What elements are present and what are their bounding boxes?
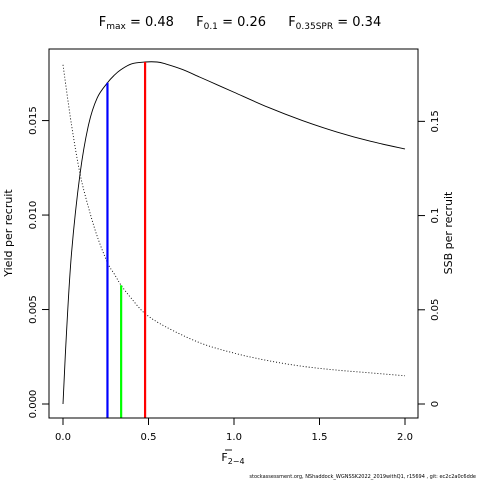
y-left-tick-label: 0.015 bbox=[28, 106, 39, 135]
x-tick-label: 2.0 bbox=[397, 432, 413, 443]
x-tick-label: 0.5 bbox=[141, 432, 157, 443]
y-left-tick-label: 0.010 bbox=[28, 201, 39, 230]
y-axis-left-label: Yield per recruit bbox=[2, 189, 15, 278]
x-axis-label-sub: 2−4 bbox=[228, 457, 245, 466]
yield-per-recruit-line bbox=[62, 61, 406, 405]
x-axis-label: F2−4 bbox=[221, 449, 245, 466]
chart-title: Fmax = 0.48 F0.1 = 0.26 F0.35SPR = 0.34 bbox=[0, 15, 480, 32]
x-tick-label: 0.0 bbox=[55, 432, 71, 443]
y-right-tick-label: 0.15 bbox=[430, 110, 441, 132]
series-layer bbox=[62, 61, 406, 405]
x-axis-label-main: F bbox=[221, 451, 227, 464]
y-axis-left: 0.000 0.005 0.010 0.015 bbox=[28, 106, 49, 418]
y-left-tick-label: 0.000 bbox=[28, 390, 39, 419]
svg-text:F2−4: F2−4 bbox=[221, 451, 244, 466]
y-axis-right: 0 0.05 0.1 0.15 bbox=[418, 110, 441, 407]
y-right-tick-label: 0 bbox=[430, 401, 441, 407]
x-tick-label: 1.0 bbox=[226, 432, 242, 443]
title-fmax: Fmax = 0.48 bbox=[98, 15, 174, 32]
title-f01: F0.1 = 0.26 bbox=[196, 15, 267, 32]
y-right-tick-label: 0.05 bbox=[430, 299, 441, 321]
x-tick-label: 1.5 bbox=[312, 432, 328, 443]
title-fspr: F0.35SPR = 0.34 bbox=[288, 15, 382, 32]
x-axis: 0.0 0.5 1.0 1.5 2.0 bbox=[55, 418, 413, 443]
plot-frame bbox=[48, 48, 419, 419]
y-right-tick-label: 0.1 bbox=[430, 208, 441, 224]
ssb-per-recruit-line bbox=[62, 64, 406, 377]
y-left-tick-label: 0.005 bbox=[28, 295, 39, 324]
footer-credit: stockassessment.org, NShaddock_WGNSSK202… bbox=[249, 474, 476, 480]
reference-lines bbox=[106, 62, 147, 418]
y-axis-right-label: SSB per recruit bbox=[442, 191, 455, 274]
